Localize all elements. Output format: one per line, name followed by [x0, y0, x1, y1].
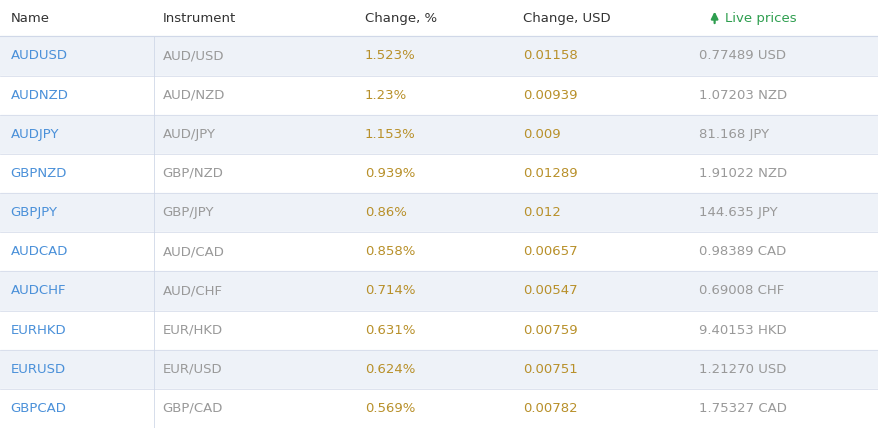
Text: 0.00547: 0.00547: [522, 285, 577, 297]
Text: GBP/CAD: GBP/CAD: [162, 402, 223, 415]
Text: 0.714%: 0.714%: [364, 285, 414, 297]
Bar: [0, 232, 878, 271]
Text: EUR/HKD: EUR/HKD: [162, 324, 222, 336]
Text: GBPNZD: GBPNZD: [11, 167, 67, 180]
Text: 0.939%: 0.939%: [364, 167, 414, 180]
Text: Instrument: Instrument: [162, 12, 235, 25]
Text: 0.569%: 0.569%: [364, 402, 414, 415]
Text: 0.00759: 0.00759: [522, 324, 577, 336]
Text: Change, USD: Change, USD: [522, 12, 610, 25]
Bar: [0, 350, 878, 389]
Text: EUR/USD: EUR/USD: [162, 363, 222, 376]
Text: Name: Name: [11, 12, 49, 25]
Text: AUDCHF: AUDCHF: [11, 285, 66, 297]
Text: 1.91022 NZD: 1.91022 NZD: [698, 167, 786, 180]
Bar: [0, 115, 878, 154]
Text: 0.009: 0.009: [522, 128, 560, 141]
Bar: [0, 310, 878, 350]
Text: AUDNZD: AUDNZD: [11, 89, 68, 101]
Text: EURHKD: EURHKD: [11, 324, 66, 336]
Text: 81.168 JPY: 81.168 JPY: [698, 128, 768, 141]
Text: AUD/CAD: AUD/CAD: [162, 245, 224, 258]
Text: AUD/JPY: AUD/JPY: [162, 128, 215, 141]
Text: GBP/NZD: GBP/NZD: [162, 167, 223, 180]
Text: AUD/CHF: AUD/CHF: [162, 285, 222, 297]
Bar: [0, 75, 878, 115]
Text: 1.523%: 1.523%: [364, 50, 415, 62]
Bar: [0, 193, 878, 232]
Bar: [0, 154, 878, 193]
Text: GBPCAD: GBPCAD: [11, 402, 67, 415]
Text: 0.00939: 0.00939: [522, 89, 577, 101]
Text: 1.07203 NZD: 1.07203 NZD: [698, 89, 786, 101]
Text: 1.75327 CAD: 1.75327 CAD: [698, 402, 786, 415]
Text: Change, %: Change, %: [364, 12, 436, 25]
Text: 1.153%: 1.153%: [364, 128, 415, 141]
Text: 9.40153 HKD: 9.40153 HKD: [698, 324, 786, 336]
Bar: [0, 389, 878, 428]
Text: 0.858%: 0.858%: [364, 245, 414, 258]
Text: 0.012: 0.012: [522, 206, 560, 219]
Text: AUDCAD: AUDCAD: [11, 245, 68, 258]
Text: 0.00657: 0.00657: [522, 245, 577, 258]
Bar: [0, 271, 878, 310]
Text: Live prices: Live prices: [724, 12, 795, 25]
Text: 0.86%: 0.86%: [364, 206, 407, 219]
Text: 0.69008 CHF: 0.69008 CHF: [698, 285, 783, 297]
Text: 0.01289: 0.01289: [522, 167, 577, 180]
Text: 0.98389 CAD: 0.98389 CAD: [698, 245, 785, 258]
Text: EURUSD: EURUSD: [11, 363, 66, 376]
Text: 0.77489 USD: 0.77489 USD: [698, 50, 785, 62]
Text: GBPJPY: GBPJPY: [11, 206, 57, 219]
Text: 0.624%: 0.624%: [364, 363, 414, 376]
Text: 0.00782: 0.00782: [522, 402, 577, 415]
Bar: [0, 0, 878, 36]
Text: AUD/NZD: AUD/NZD: [162, 89, 225, 101]
Text: AUD/USD: AUD/USD: [162, 50, 224, 62]
Text: 1.23%: 1.23%: [364, 89, 407, 101]
Text: 0.01158: 0.01158: [522, 50, 577, 62]
Text: 0.00751: 0.00751: [522, 363, 577, 376]
Text: GBP/JPY: GBP/JPY: [162, 206, 214, 219]
Text: 1.21270 USD: 1.21270 USD: [698, 363, 785, 376]
Text: 0.631%: 0.631%: [364, 324, 414, 336]
Text: 144.635 JPY: 144.635 JPY: [698, 206, 776, 219]
Bar: [0, 36, 878, 75]
Text: AUDJPY: AUDJPY: [11, 128, 59, 141]
Text: AUDUSD: AUDUSD: [11, 50, 68, 62]
